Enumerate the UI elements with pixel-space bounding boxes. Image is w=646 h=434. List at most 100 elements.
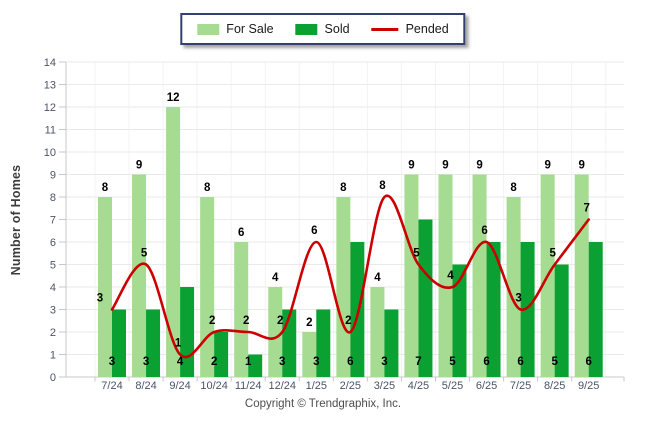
- for-sale-value-label: 9: [408, 160, 414, 172]
- pended-value-label: 6: [311, 225, 317, 237]
- bar-for-sale: [234, 242, 249, 377]
- bar-sold: [384, 309, 399, 377]
- bar-sold: [112, 309, 126, 377]
- bar-sold: [248, 354, 263, 377]
- y-tick-label: 8: [50, 192, 56, 204]
- for-sale-value-label: 4: [374, 272, 381, 284]
- for-sale-value-label: 9: [476, 160, 482, 172]
- bar-sold: [316, 309, 331, 377]
- pended-value-label: 2: [209, 315, 215, 327]
- pended-line-swatch-icon: [371, 27, 399, 31]
- sold-value-label: 6: [517, 356, 523, 368]
- x-tick-label: 2/25: [340, 380, 361, 392]
- x-tick-label: 1/25: [306, 380, 327, 392]
- sold-value-label: 4: [177, 356, 184, 368]
- for-sale-value-label: 12: [167, 92, 180, 104]
- for-sale-value-label: 8: [102, 182, 109, 194]
- bar-sold: [350, 242, 365, 377]
- bar-for-sale: [438, 174, 453, 377]
- bar-sold: [146, 309, 161, 377]
- pended-value-label: 5: [549, 248, 556, 260]
- pended-value-label: 2: [277, 315, 283, 327]
- bar-sold: [418, 219, 433, 377]
- sold-value-label: 3: [279, 356, 285, 368]
- legend-item-sold: Sold: [295, 21, 350, 36]
- chart-legend: For Sale Sold Pended: [180, 13, 466, 45]
- y-tick-label: 1: [50, 350, 56, 362]
- sold-value-label: 3: [313, 356, 319, 368]
- for-sale-value-label: 2: [306, 317, 312, 329]
- x-tick-label: 9/25: [578, 380, 599, 392]
- sold-swatch-icon: [295, 23, 318, 35]
- bar-for-sale: [404, 174, 419, 377]
- y-tick-label: 13: [44, 80, 56, 92]
- for-sale-value-label: 9: [136, 160, 142, 172]
- y-tick-label: 11: [45, 125, 56, 137]
- x-tick-label: 8/25: [544, 380, 565, 392]
- pended-value-label: 2: [345, 315, 351, 327]
- bar-for-sale: [268, 287, 283, 377]
- sold-value-label: 6: [483, 356, 489, 368]
- legend-label-sold: Sold: [324, 21, 350, 36]
- sold-value-label: 3: [143, 356, 149, 368]
- sold-value-label: 3: [109, 356, 115, 368]
- y-tick-label: 12: [44, 102, 56, 114]
- bar-sold: [588, 242, 603, 377]
- sold-value-label: 2: [211, 356, 217, 368]
- bar-sold: [554, 264, 569, 377]
- sold-value-label: 5: [449, 356, 456, 368]
- sold-value-label: 7: [415, 356, 421, 368]
- pended-value-label: 3: [515, 293, 521, 305]
- for-sale-value-label: 9: [544, 160, 550, 172]
- pended-value-label: 7: [583, 203, 589, 215]
- bar-for-sale: [166, 107, 181, 377]
- y-tick-label: 0: [50, 372, 56, 384]
- bar-sold: [214, 332, 229, 377]
- x-tick-label: 11/24: [235, 380, 262, 392]
- pended-value-label: 8: [379, 180, 386, 192]
- legend-label-for-sale: For Sale: [226, 21, 274, 36]
- for-sale-value-label: 6: [238, 227, 244, 239]
- bar-for-sale: [200, 197, 215, 377]
- x-tick-label: 6/25: [476, 380, 497, 392]
- for-sale-value-label: 8: [204, 182, 211, 194]
- for-sale-swatch-icon: [197, 23, 220, 35]
- bar-for-sale: [506, 197, 521, 377]
- x-tick-label: 9/24: [169, 380, 190, 392]
- bar-for-sale: [98, 197, 112, 377]
- bar-for-sale: [302, 332, 317, 377]
- pended-value-label: 4: [447, 270, 454, 282]
- x-tick-label: 5/25: [442, 380, 463, 392]
- x-tick-label: 12/24: [268, 380, 296, 392]
- y-tick-label: 4: [50, 282, 56, 294]
- x-tick-label: 7/25: [510, 380, 531, 392]
- sold-value-label: 6: [347, 356, 353, 368]
- y-tick-label: 10: [44, 147, 56, 159]
- bar-sold: [486, 242, 501, 377]
- copyright-text: Copyright © Trendgraphix, Inc.: [244, 398, 402, 410]
- y-tick-label: 9: [50, 170, 56, 182]
- y-tick-label: 6: [50, 237, 56, 249]
- pended-value-label: 5: [413, 248, 420, 260]
- pended-value-label: 6: [481, 225, 487, 237]
- x-tick-label: 3/25: [374, 380, 395, 392]
- pended-value-label: 1: [175, 338, 182, 350]
- x-tick-label: 10/24: [200, 380, 228, 392]
- y-tick-label: 7: [50, 215, 56, 227]
- bar-sold: [520, 242, 535, 377]
- x-tick-label: 8/24: [135, 380, 156, 392]
- sold-value-label: 5: [551, 356, 558, 368]
- x-tick-label: 7/24: [101, 380, 122, 392]
- pended-value-label: 3: [97, 293, 103, 305]
- sold-value-label: 3: [381, 356, 387, 368]
- for-sale-value-label: 9: [578, 160, 584, 172]
- for-sale-value-label: 8: [340, 182, 347, 194]
- bar-sold: [452, 264, 467, 377]
- legend-label-pended: Pended: [405, 21, 449, 36]
- sold-value-label: 1: [245, 356, 252, 368]
- bar-for-sale: [472, 174, 487, 377]
- for-sale-value-label: 4: [272, 272, 279, 284]
- y-tick-label: 14: [44, 57, 56, 69]
